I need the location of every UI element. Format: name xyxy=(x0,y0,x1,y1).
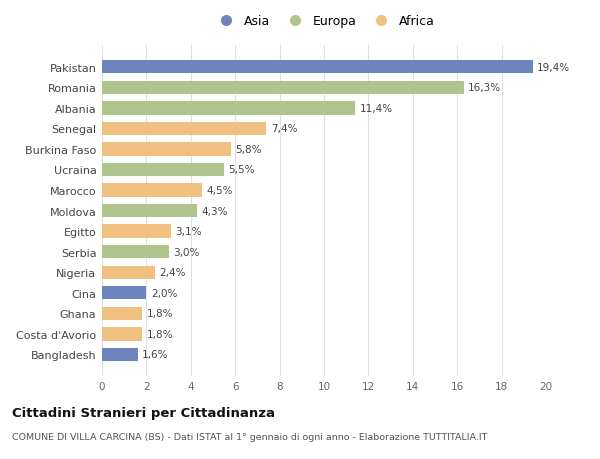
Legend: Asia, Europa, Africa: Asia, Europa, Africa xyxy=(209,10,439,33)
Text: 1,8%: 1,8% xyxy=(146,329,173,339)
Text: 2,4%: 2,4% xyxy=(160,268,186,278)
Bar xyxy=(102,348,137,361)
Bar xyxy=(102,123,266,136)
Text: 1,6%: 1,6% xyxy=(142,350,169,360)
Text: COMUNE DI VILLA CARCINA (BS) - Dati ISTAT al 1° gennaio di ogni anno - Elaborazi: COMUNE DI VILLA CARCINA (BS) - Dati ISTA… xyxy=(12,432,487,442)
Text: Cittadini Stranieri per Cittadinanza: Cittadini Stranieri per Cittadinanza xyxy=(12,406,275,419)
Bar xyxy=(102,163,224,177)
Text: 5,8%: 5,8% xyxy=(235,145,262,155)
Bar xyxy=(102,266,155,280)
Bar xyxy=(102,286,146,300)
Bar xyxy=(102,225,171,238)
Text: 19,4%: 19,4% xyxy=(537,62,570,73)
Text: 16,3%: 16,3% xyxy=(469,83,502,93)
Text: 3,0%: 3,0% xyxy=(173,247,199,257)
Text: 1,8%: 1,8% xyxy=(146,309,173,319)
Bar xyxy=(102,328,142,341)
Bar xyxy=(102,246,169,259)
Text: 11,4%: 11,4% xyxy=(359,104,392,113)
Bar xyxy=(102,204,197,218)
Bar xyxy=(102,307,142,320)
Text: 5,5%: 5,5% xyxy=(229,165,255,175)
Text: 4,3%: 4,3% xyxy=(202,206,229,216)
Bar xyxy=(102,143,231,156)
Bar xyxy=(102,61,533,74)
Text: 2,0%: 2,0% xyxy=(151,288,177,298)
Bar xyxy=(102,81,464,95)
Bar xyxy=(102,102,355,115)
Text: 7,4%: 7,4% xyxy=(271,124,297,134)
Text: 4,5%: 4,5% xyxy=(206,185,233,196)
Bar xyxy=(102,184,202,197)
Text: 3,1%: 3,1% xyxy=(175,227,202,237)
